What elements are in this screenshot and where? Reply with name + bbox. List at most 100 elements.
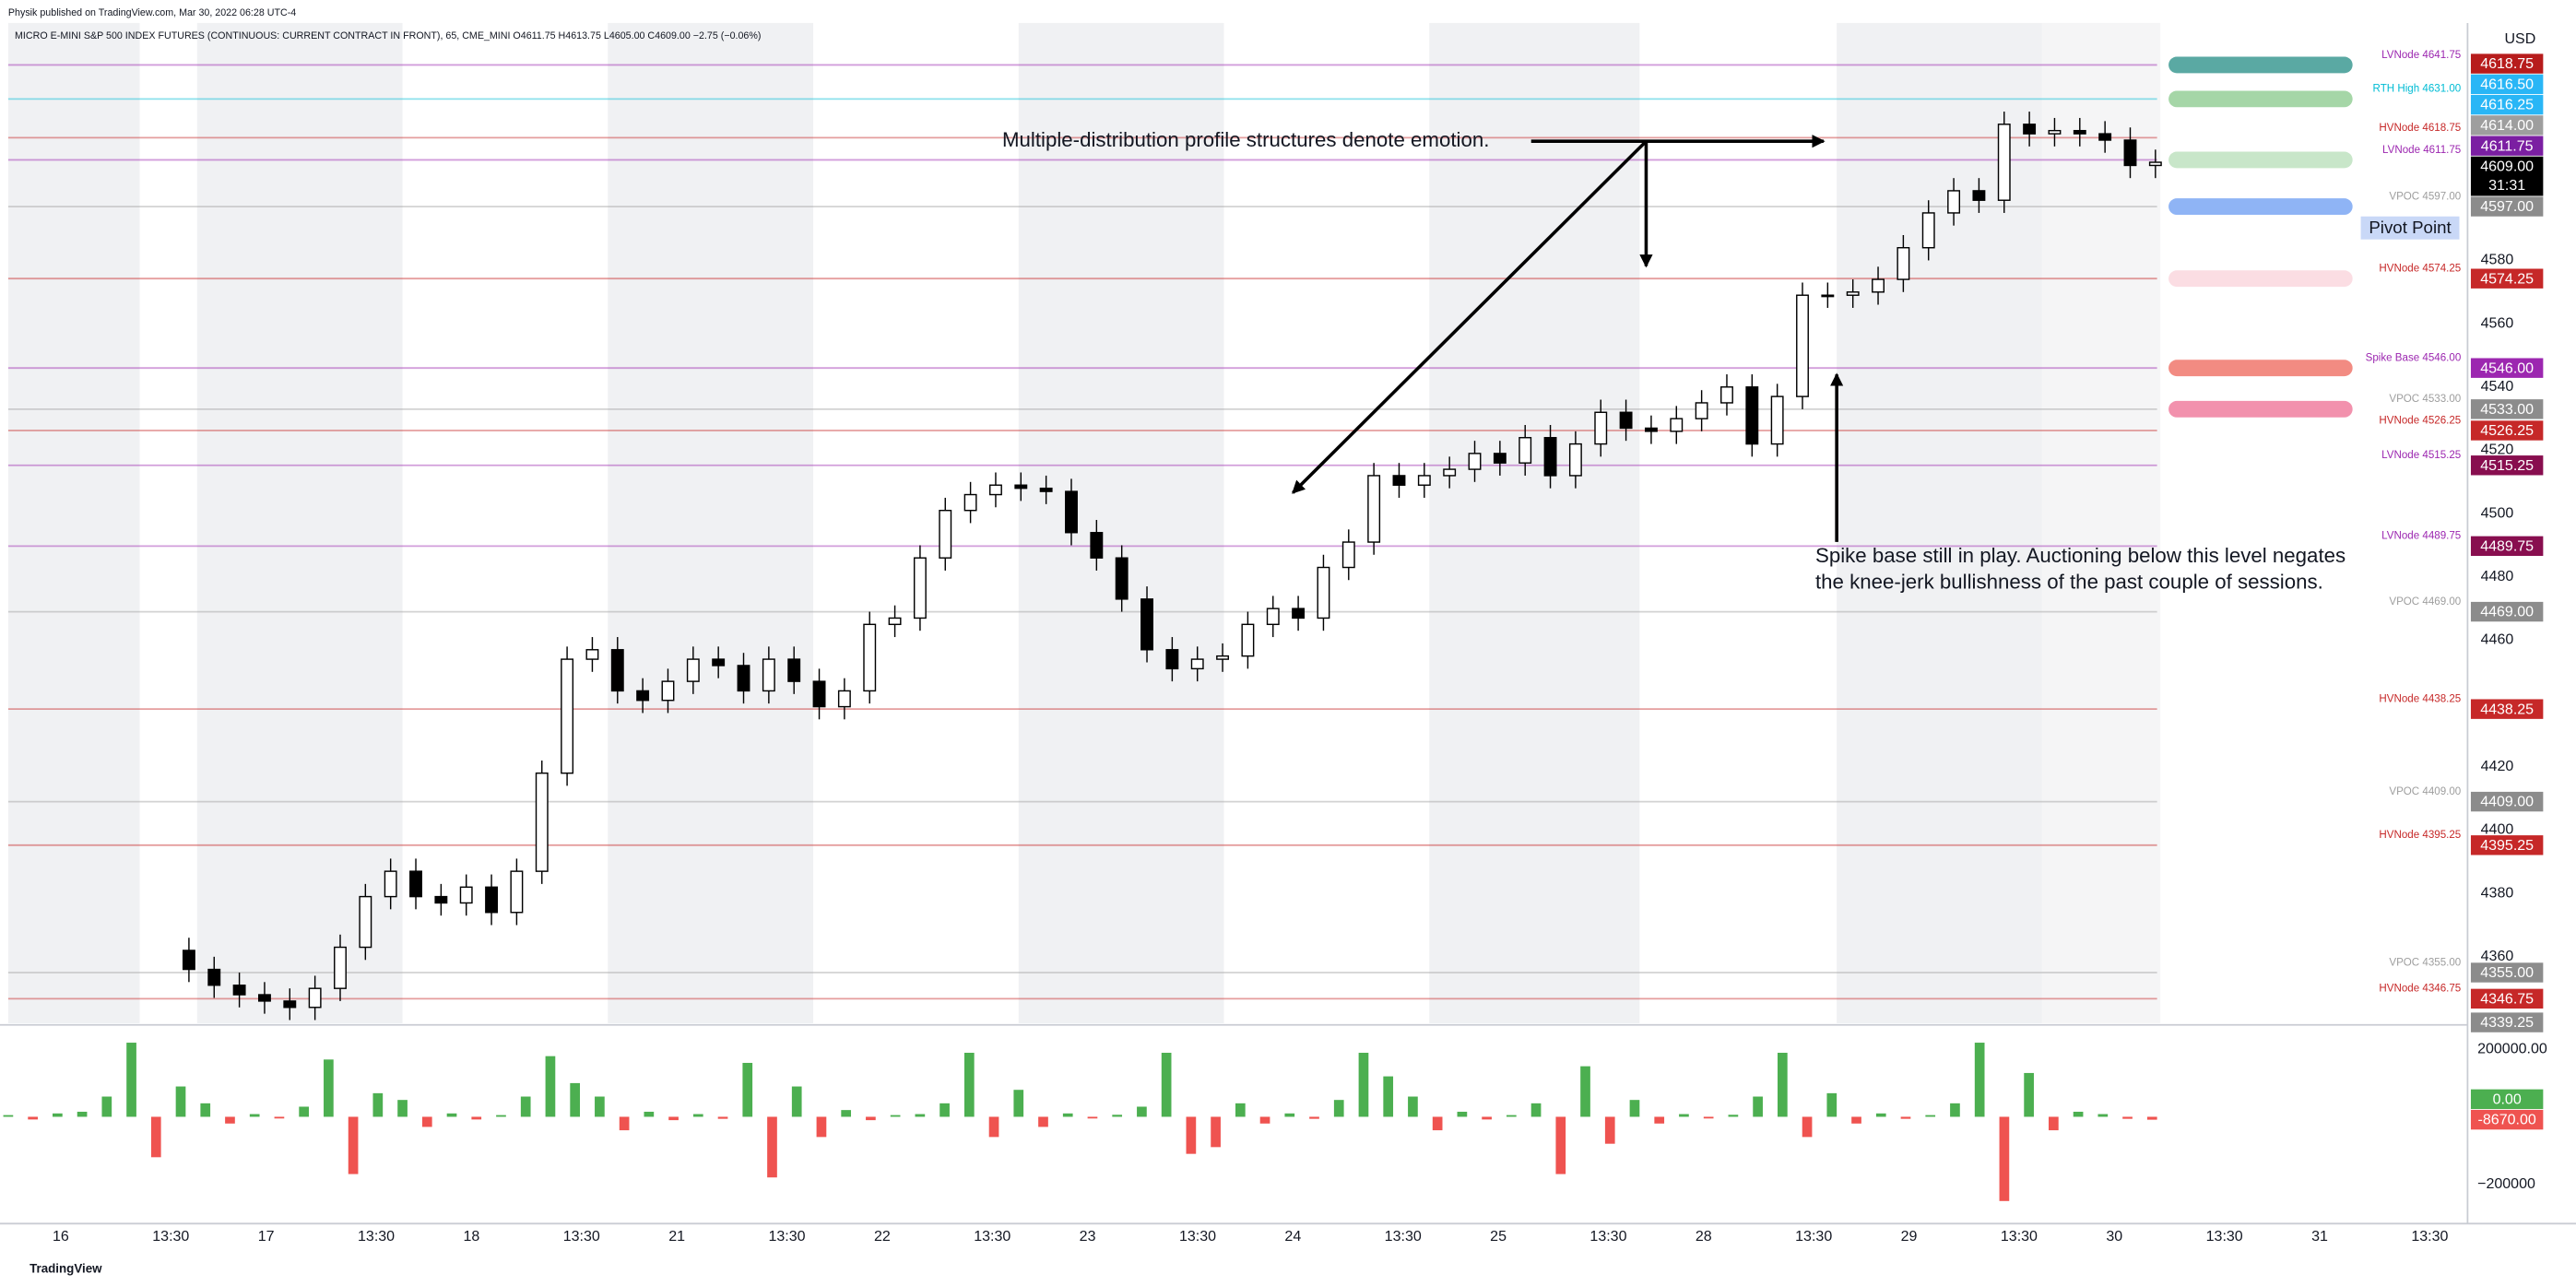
- candle-body: [661, 680, 675, 702]
- x-tick-label: 25: [1490, 1228, 1507, 1245]
- x-tick-label: 31: [2311, 1228, 2328, 1245]
- price-badge-label: -8670.00: [2478, 1112, 2536, 1128]
- delta-bar: [595, 1096, 605, 1117]
- candle-body: [459, 886, 473, 904]
- session-bands: [7, 22, 2161, 1023]
- x-tick-label: 30: [2106, 1228, 2122, 1245]
- level-label: VPOC 4533.00: [2389, 394, 2461, 405]
- delta-bar: [2024, 1072, 2034, 1117]
- x-tick-label: 13:30: [2206, 1228, 2243, 1245]
- x-tick-label: 13:30: [974, 1228, 1010, 1245]
- candle-body: [2048, 129, 2062, 135]
- candle-body: [1165, 649, 1179, 670]
- candle-body: [2073, 129, 2086, 135]
- delta-bar: [2049, 1116, 2059, 1131]
- candle-body: [1241, 623, 1255, 657]
- delta-bar: [372, 1092, 384, 1117]
- candle-body: [636, 690, 650, 702]
- x-tick-label: 23: [1080, 1228, 1096, 1245]
- candle-body: [1796, 294, 1809, 397]
- candle-body: [1821, 294, 1835, 298]
- candle-body: [1921, 212, 1935, 249]
- price-badge: [2470, 601, 2544, 622]
- price-badge-label: 4409.00: [2480, 794, 2534, 810]
- delta-bar: [988, 1116, 999, 1138]
- candle-body: [1695, 402, 1708, 419]
- candle-body: [258, 994, 271, 1002]
- x-tick-label: 17: [258, 1228, 275, 1245]
- delta-bar: [1826, 1092, 1837, 1117]
- price-badge-label: 4609.00: [2480, 159, 2534, 175]
- delta-bar: [1383, 1076, 1394, 1117]
- price-badge: [2470, 455, 2544, 476]
- candle-body: [1770, 395, 1784, 445]
- delta-bar: [446, 1113, 457, 1117]
- candle-body: [2023, 124, 2037, 135]
- level-pill: [2168, 90, 2353, 108]
- price-badge-label: 4355.00: [2480, 964, 2534, 981]
- x-tick-label: 13:30: [1179, 1228, 1216, 1245]
- candle-body: [963, 493, 977, 512]
- candle-body: [1115, 557, 1128, 600]
- price-badge: [2470, 94, 2544, 115]
- delta-bar: [150, 1116, 161, 1158]
- candle-body: [989, 484, 1002, 496]
- candle-body: [1568, 442, 1582, 477]
- candle-body: [737, 665, 750, 692]
- delta-bar: [1259, 1116, 1270, 1124]
- delta-bar: [274, 1116, 285, 1119]
- price-badge-label: 4346.75: [2480, 990, 2534, 1007]
- candle-body: [434, 895, 448, 904]
- x-tick-label: 22: [874, 1228, 891, 1245]
- candle-body: [913, 557, 927, 619]
- delta-bar: [545, 1056, 556, 1117]
- delta-bar: [1161, 1053, 1172, 1117]
- price-badge: [2470, 196, 2544, 217]
- level-pill: [2168, 56, 2353, 74]
- candle-body: [1392, 475, 1406, 486]
- candle-body: [939, 509, 952, 559]
- delta-bar: [1457, 1111, 1468, 1117]
- delta-bar: [1778, 1053, 1788, 1117]
- delta-bar: [1654, 1116, 1665, 1124]
- candle-body: [207, 968, 221, 986]
- price-badge: [2470, 1012, 2544, 1032]
- y-tick-label: −200000: [2477, 1175, 2535, 1192]
- price-badge-label: 4574.25: [2480, 270, 2534, 287]
- price-badge-label: 4614.00: [2480, 117, 2534, 134]
- price-badge: [2470, 536, 2544, 557]
- delta-bar: [471, 1116, 482, 1120]
- level-label: HVNode 4618.75: [2379, 123, 2461, 134]
- candle-body: [308, 987, 322, 1009]
- delta-bar: [1753, 1096, 1763, 1117]
- candle-body: [1443, 468, 1457, 477]
- currency: USD: [2505, 30, 2536, 47]
- price-badge: [2470, 420, 2544, 441]
- price-badge-label: 4616.50: [2480, 76, 2534, 92]
- price-badge-label: 0.00: [2493, 1091, 2522, 1107]
- level-label: VPOC 4355.00: [2389, 957, 2461, 968]
- candle-body: [1140, 598, 1153, 651]
- symbol-line: MICRO E-MINI S&P 500 INDEX FUTURES (CONT…: [15, 30, 761, 41]
- delta-bar: [668, 1116, 679, 1121]
- delta-bar: [915, 1114, 926, 1117]
- level-label: LVNode 4489.75: [2381, 531, 2461, 542]
- delta-bar: [866, 1116, 876, 1121]
- price-badge: [2470, 358, 2544, 378]
- candle-body: [2148, 161, 2162, 167]
- y-tick-label: 4460: [2481, 631, 2514, 648]
- delta-bar: [421, 1116, 432, 1127]
- y-tick-label: 4580: [2481, 252, 2514, 268]
- price-badge: [2470, 1089, 2544, 1110]
- delta-bar: [1506, 1115, 1517, 1117]
- delta-bar: [3, 1115, 14, 1117]
- delta-bar: [2122, 1116, 2133, 1119]
- candle-body: [863, 623, 877, 692]
- candle-body: [812, 680, 826, 708]
- delta-bar: [520, 1096, 531, 1117]
- candle-body: [409, 870, 422, 898]
- candle-body: [1644, 427, 1658, 432]
- delta-bar: [225, 1116, 235, 1124]
- candle-body: [384, 870, 397, 898]
